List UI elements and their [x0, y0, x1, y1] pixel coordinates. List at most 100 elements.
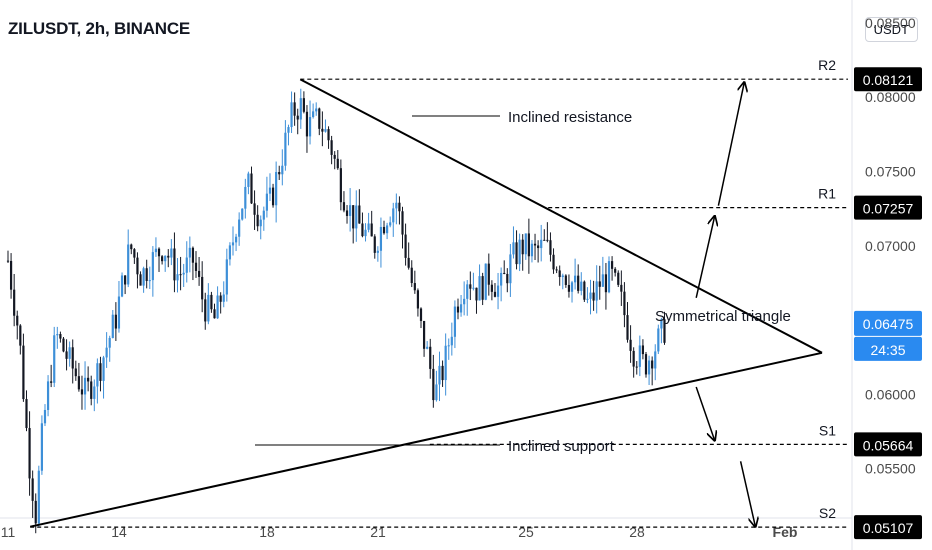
- candle-body: [490, 284, 493, 292]
- candle: [654, 344, 657, 381]
- candle: [586, 287, 589, 304]
- candle-body: [213, 309, 216, 319]
- candle: [623, 282, 626, 328]
- candle-body: [191, 247, 195, 263]
- candle: [87, 366, 90, 392]
- candle: [330, 135, 333, 165]
- candle: [16, 310, 19, 340]
- candle: [34, 493, 37, 534]
- candle: [145, 259, 148, 289]
- candle: [167, 249, 170, 268]
- candle: [342, 191, 346, 213]
- currency-selector[interactable]: USDT: [864, 17, 918, 42]
- candle-body: [207, 294, 210, 322]
- candle-body: [543, 239, 546, 241]
- candle-body: [256, 214, 259, 227]
- candle: [466, 280, 469, 316]
- candle: [234, 233, 238, 252]
- candle-body: [96, 363, 99, 387]
- candle: [364, 223, 367, 242]
- candle: [127, 229, 130, 288]
- candle-body: [404, 234, 407, 258]
- candle-body: [379, 226, 383, 251]
- candle: [540, 224, 543, 262]
- candle-body: [50, 381, 53, 383]
- candle-body: [222, 294, 225, 302]
- candle: [558, 265, 561, 286]
- candle: [139, 271, 142, 286]
- candle-body: [496, 285, 500, 297]
- candle-body: [34, 500, 37, 524]
- candle: [259, 215, 262, 240]
- candle: [204, 292, 207, 330]
- candle-body: [120, 275, 124, 297]
- candle-body: [170, 248, 173, 258]
- candle-body: [389, 222, 392, 226]
- candle-body: [635, 366, 638, 368]
- candle-body: [586, 298, 589, 300]
- projection-arrows: [695, 82, 756, 526]
- candle-body: [561, 275, 564, 278]
- candle-body: [660, 319, 663, 329]
- candle-body: [453, 306, 457, 337]
- candle: [225, 248, 228, 302]
- candle: [268, 173, 272, 202]
- candle-body: [601, 274, 604, 287]
- candle-body: [626, 315, 629, 340]
- candle-body: [577, 275, 580, 291]
- candle: [111, 309, 114, 339]
- candle-body: [136, 257, 139, 275]
- candle-body: [500, 272, 503, 286]
- candle-body: [392, 208, 395, 223]
- candle-body: [398, 202, 401, 212]
- candle: [509, 244, 512, 297]
- candle: [321, 111, 324, 147]
- candle: [43, 404, 47, 427]
- candle: [213, 303, 216, 319]
- candle: [154, 237, 158, 257]
- candle: [191, 246, 195, 281]
- candle-body: [31, 478, 34, 501]
- candle: [28, 411, 31, 496]
- candle: [521, 234, 524, 271]
- candle: [500, 267, 503, 302]
- candle: [271, 183, 275, 208]
- projection-arrow: [739, 461, 756, 526]
- candle-body: [250, 173, 253, 204]
- candle: [333, 151, 336, 170]
- candle-body: [447, 345, 450, 347]
- x-tick-label: 21: [370, 524, 386, 540]
- candle: [256, 205, 259, 232]
- candle: [361, 212, 364, 238]
- candle-body: [355, 205, 358, 229]
- candle-body: [546, 239, 549, 241]
- candle: [570, 280, 574, 303]
- candle: [552, 248, 555, 274]
- candle-body: [278, 172, 281, 175]
- candle-body: [268, 187, 272, 194]
- candle-body: [284, 132, 287, 166]
- candle: [265, 176, 268, 218]
- candle-body: [321, 128, 324, 132]
- candle: [305, 105, 309, 153]
- candle-body: [241, 208, 244, 220]
- candle: [610, 256, 614, 281]
- candle-body: [580, 281, 583, 291]
- y-axis-ticks: 0.08500 0.08000 0.07500 0.07000 0.06000 0.055…: [865, 15, 916, 477]
- candle: [638, 335, 641, 377]
- candle-body: [475, 287, 478, 301]
- candle-body: [537, 245, 540, 249]
- candle-body: [216, 295, 219, 319]
- candle: [512, 226, 515, 259]
- candle: [90, 375, 93, 406]
- candle: [327, 126, 330, 149]
- candle: [626, 302, 629, 343]
- candle: [663, 311, 666, 345]
- candle: [130, 243, 133, 255]
- candle-body: [114, 314, 117, 329]
- candle: [607, 256, 611, 294]
- candle-body: [515, 242, 518, 265]
- candle: [561, 273, 564, 290]
- candle: [478, 264, 481, 301]
